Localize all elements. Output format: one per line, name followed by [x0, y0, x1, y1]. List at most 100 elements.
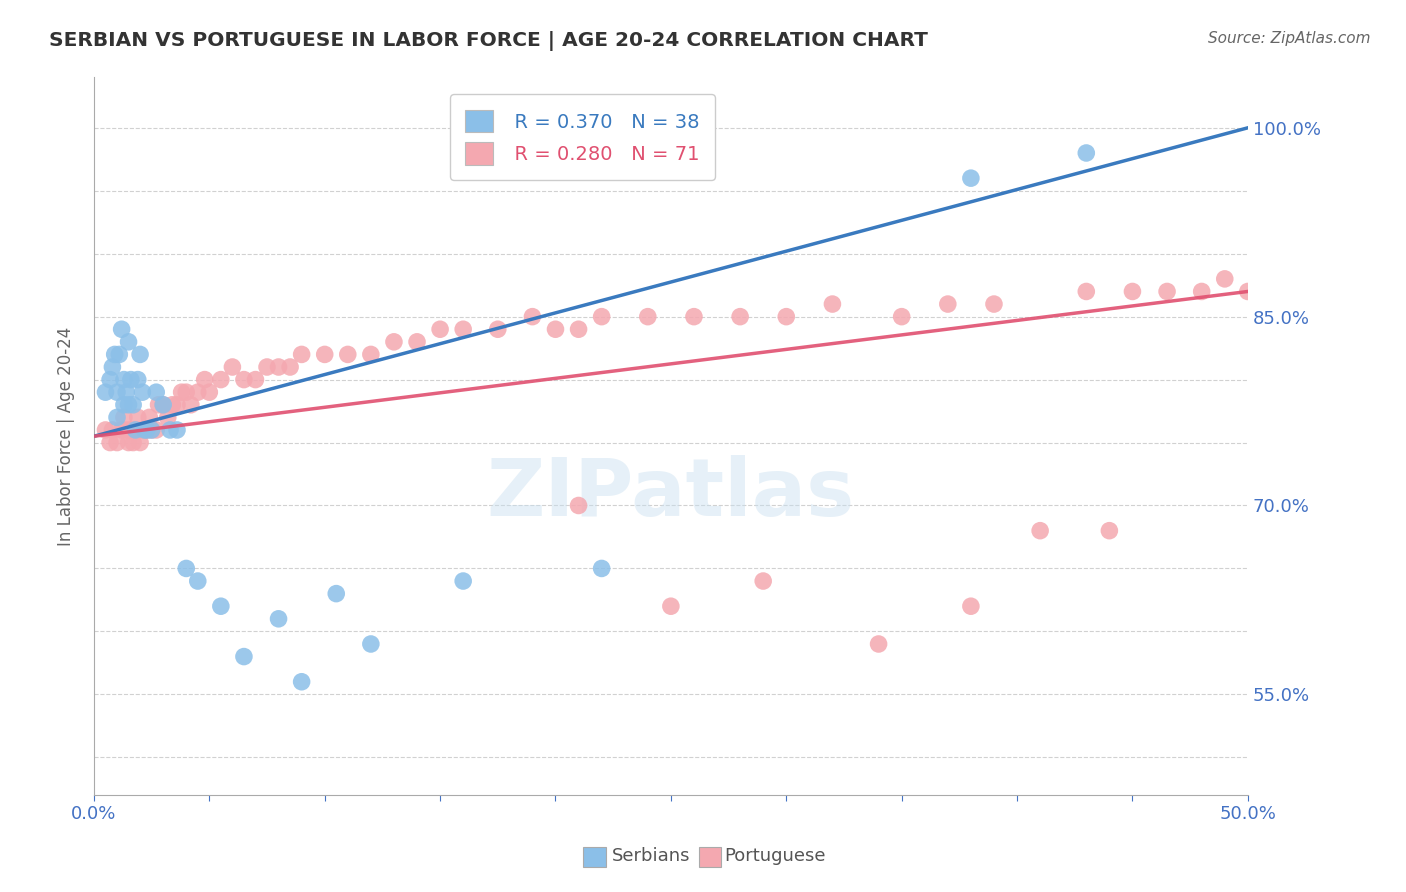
Point [194, 373, 217, 387]
Point [134, 423, 156, 437]
Point [1213, 272, 1236, 286]
Point [360, 637, 382, 651]
Point [162, 398, 184, 412]
Point [115, 385, 138, 400]
Point [1237, 285, 1260, 299]
Text: Portuguese: Portuguese [724, 847, 825, 865]
Point [105, 435, 128, 450]
Point [98, 435, 121, 450]
Point [336, 347, 359, 361]
Point [127, 373, 149, 387]
Point [156, 410, 179, 425]
Point [868, 637, 890, 651]
Point [166, 398, 188, 412]
Point [187, 385, 209, 400]
Point [174, 561, 197, 575]
Legend:   R = 0.370   N = 38,   R = 0.280   N = 71: R = 0.370 N = 38, R = 0.280 N = 71 [450, 95, 716, 180]
Point [1076, 146, 1098, 161]
Point [544, 322, 567, 336]
Point [105, 385, 128, 400]
Point [568, 499, 591, 513]
Point [591, 561, 613, 575]
Point [209, 599, 232, 614]
Point [960, 599, 983, 614]
Point [170, 385, 193, 400]
Text: SERBIAN VS PORTUGUESE IN LABOR FORCE | AGE 20-24 CORRELATION CHART: SERBIAN VS PORTUGUESE IN LABOR FORCE | A… [49, 31, 928, 51]
Point [591, 310, 613, 324]
Point [314, 347, 336, 361]
Point [232, 649, 254, 664]
Point [406, 334, 429, 349]
Point [136, 423, 159, 437]
Point [1029, 524, 1052, 538]
Point [145, 385, 167, 400]
Point [108, 347, 131, 361]
Point [821, 297, 844, 311]
Point [637, 310, 659, 324]
Point [136, 423, 159, 437]
Point [115, 423, 138, 437]
Point [112, 398, 135, 412]
Point [198, 385, 221, 400]
Point [936, 297, 959, 311]
Point [1098, 524, 1121, 538]
Point [104, 347, 127, 361]
Point [138, 410, 160, 425]
Point [983, 297, 1005, 311]
Point [141, 423, 163, 437]
Text: Source: ZipAtlas.com: Source: ZipAtlas.com [1208, 31, 1371, 46]
Point [148, 398, 170, 412]
Point [122, 435, 145, 450]
Point [451, 574, 474, 588]
Point [112, 373, 135, 387]
Point [94, 385, 117, 400]
Text: ZIPatlas: ZIPatlas [486, 455, 855, 533]
Point [101, 423, 124, 437]
Point [174, 385, 197, 400]
Point [122, 398, 145, 412]
Point [522, 310, 544, 324]
Point [291, 347, 314, 361]
Point [127, 410, 149, 425]
Point [1191, 285, 1213, 299]
Point [124, 423, 146, 437]
Point [124, 423, 146, 437]
Point [890, 310, 912, 324]
Point [382, 334, 405, 349]
Point [134, 423, 156, 437]
Point [659, 599, 682, 614]
Point [145, 423, 167, 437]
Point [117, 435, 139, 450]
Point [152, 398, 174, 412]
Point [94, 423, 117, 437]
Point [101, 359, 124, 374]
Point [166, 423, 188, 437]
Point [1121, 285, 1143, 299]
Point [256, 359, 278, 374]
Point [568, 322, 591, 336]
Point [111, 322, 134, 336]
Point [209, 373, 232, 387]
Point [232, 373, 254, 387]
Point [267, 612, 290, 626]
Point [486, 322, 509, 336]
Point [1156, 285, 1178, 299]
Point [451, 322, 474, 336]
Point [278, 359, 301, 374]
Point [221, 359, 243, 374]
Point [152, 398, 174, 412]
Point [683, 310, 706, 324]
Point [325, 586, 347, 600]
Point [728, 310, 751, 324]
Point [112, 410, 135, 425]
Point [775, 310, 797, 324]
Point [1076, 285, 1098, 299]
Point [429, 322, 451, 336]
Point [752, 574, 775, 588]
Text: Serbians: Serbians [612, 847, 690, 865]
Point [267, 359, 290, 374]
Point [117, 334, 139, 349]
Point [960, 171, 983, 186]
Point [180, 398, 202, 412]
Point [105, 410, 128, 425]
